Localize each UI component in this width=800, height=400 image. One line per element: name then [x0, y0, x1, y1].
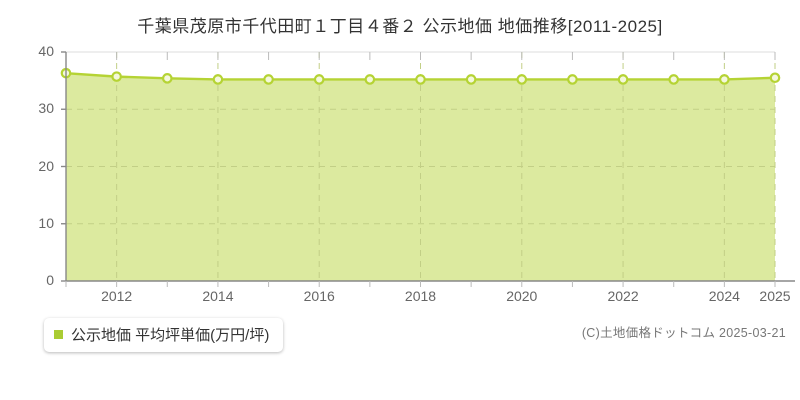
y-axis-label: 10 [38, 214, 54, 231]
x-axis-label: 2012 [101, 288, 133, 304]
legend-swatch-icon [54, 330, 63, 339]
y-axis-label: 30 [38, 100, 54, 117]
x-axis-label: 2014 [202, 288, 234, 304]
credit-text: (C)土地価格ドットコム 2025-03-21 [581, 326, 786, 340]
x-axis-label: 2016 [303, 288, 335, 304]
chart-legend: 公示地価 平均坪単価(万円/坪) [44, 318, 284, 352]
x-axis-label: 2020 [506, 288, 538, 304]
x-axis-label: 2025 [759, 288, 791, 304]
legend-label: 公示地価 平均坪単価(万円/坪) [71, 327, 270, 344]
x-axis-label: 2022 [607, 288, 639, 304]
y-axis-label: 40 [38, 43, 54, 59]
x-axis-label: 2024 [708, 288, 740, 304]
x-axis-label: 2018 [404, 288, 437, 304]
y-axis-label: 20 [38, 157, 54, 174]
page-title: 千葉県茂原市千代田町１丁目４番２ 公示地価 地価推移[2011-2025] [137, 17, 663, 36]
y-axis-label: 0 [46, 272, 54, 288]
